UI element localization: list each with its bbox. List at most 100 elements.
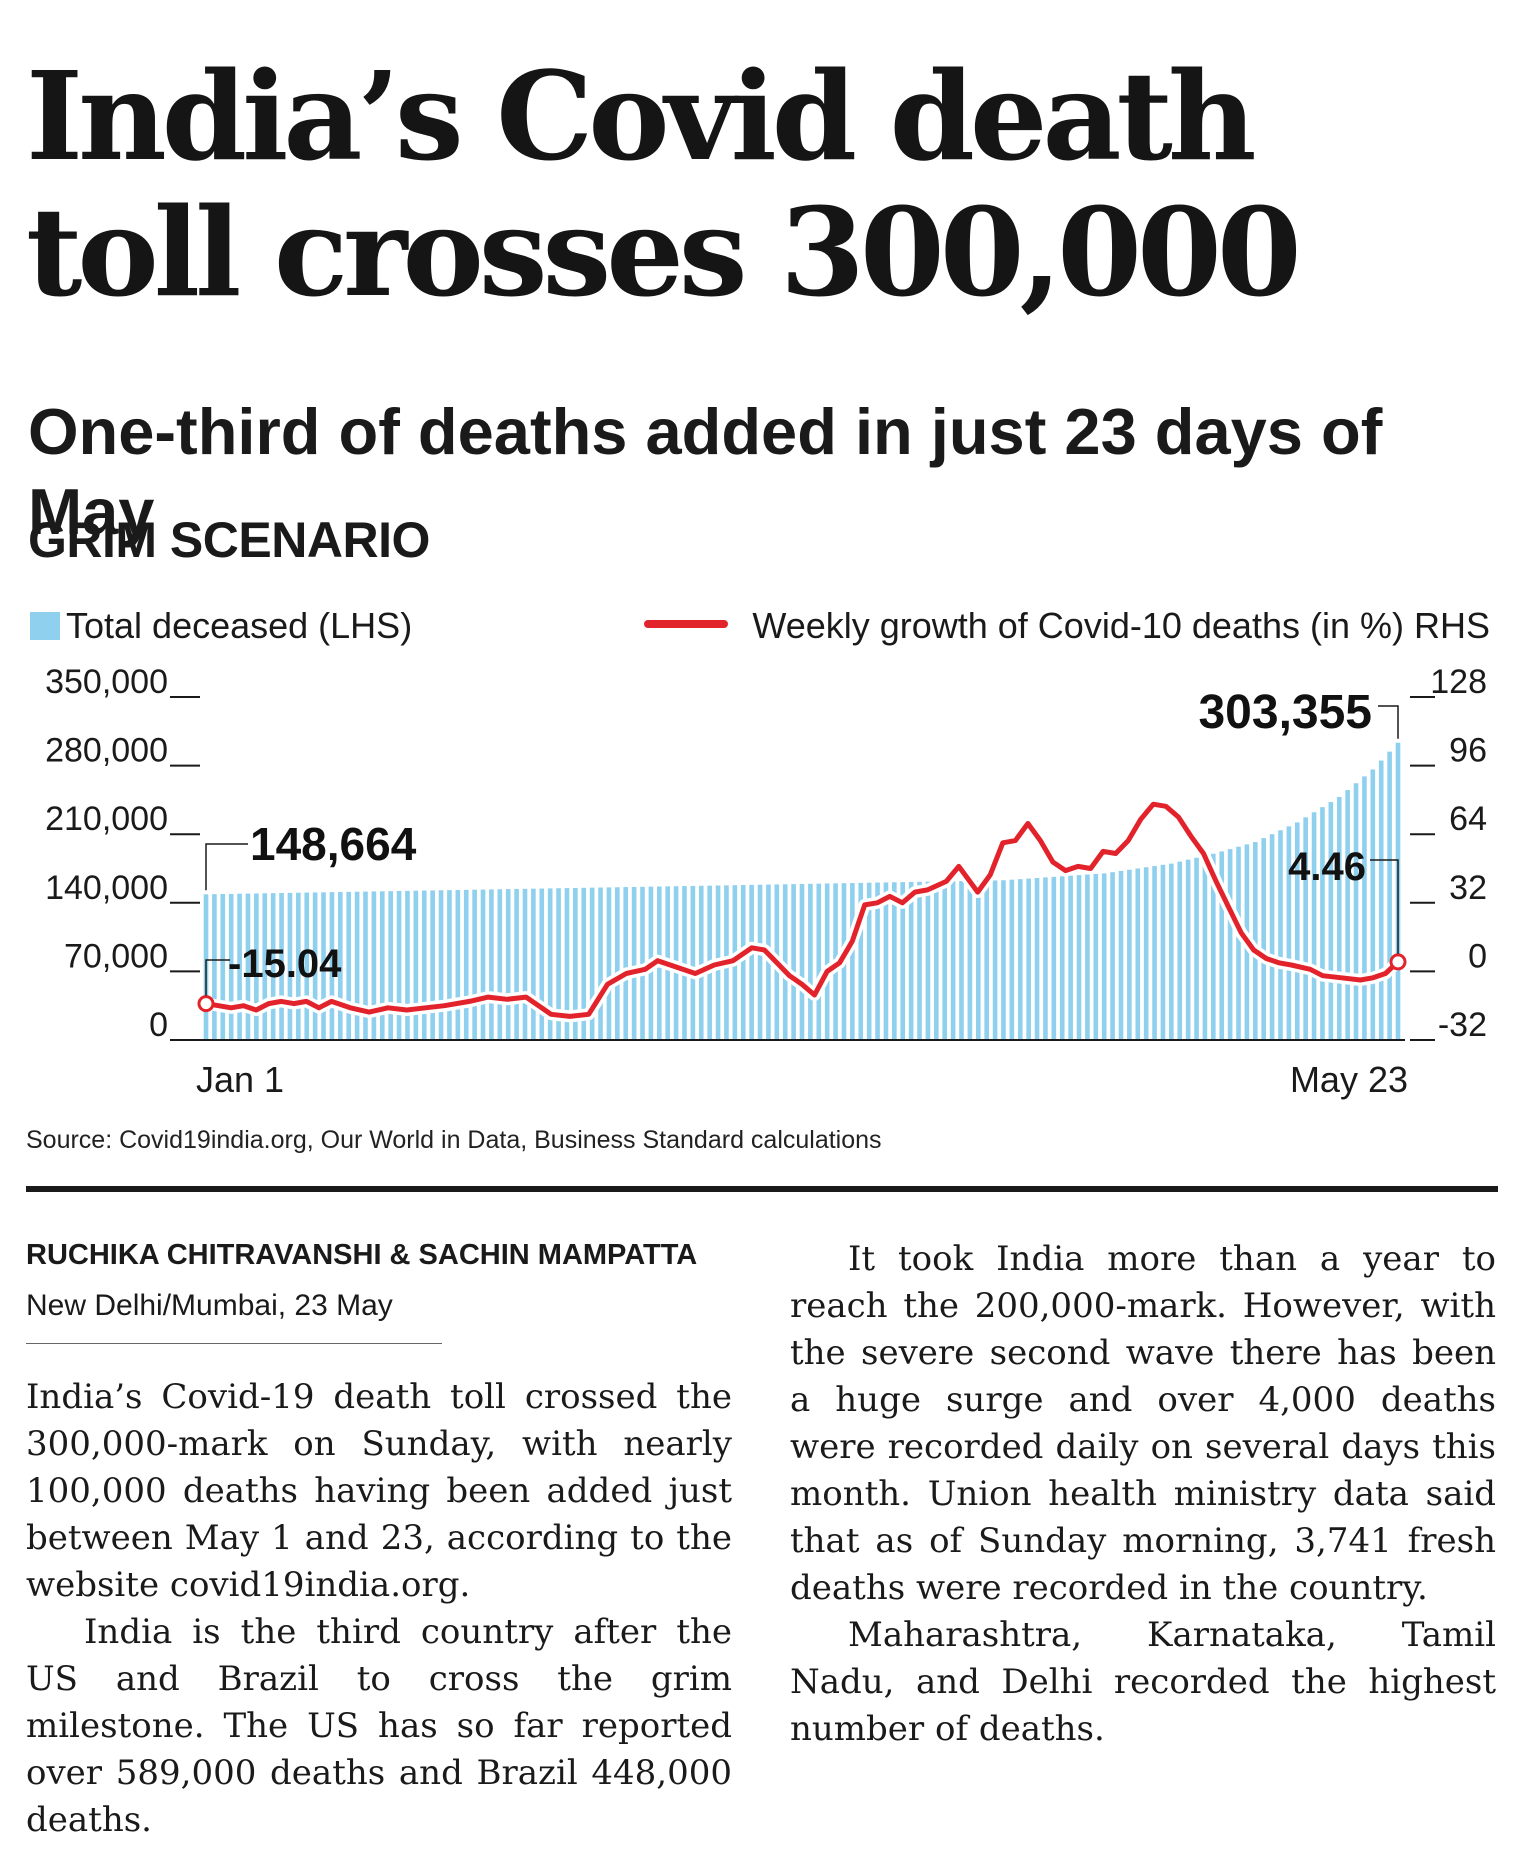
deceased-bar	[866, 882, 872, 1040]
deceased-bar	[908, 881, 914, 1040]
deceased-bar	[925, 881, 931, 1040]
deceased-bar	[1017, 879, 1023, 1040]
legend-bars-swatch	[30, 612, 60, 640]
byline-rule	[26, 1343, 442, 1344]
deceased-bar	[388, 891, 393, 1040]
deceased-bar	[950, 881, 956, 1040]
deceased-bar	[1101, 873, 1107, 1040]
annotation-leader	[1378, 705, 1399, 739]
deceased-bar	[564, 888, 570, 1040]
legend-line-label: Weekly growth of Covid-10 deaths (in %) …	[752, 605, 1490, 646]
right-axis-tick-label: 128	[1430, 663, 1487, 701]
deceased-bar	[967, 880, 973, 1040]
article-paragraph: Maharashtra, Karnataka, Tamil Nadu, and …	[790, 1615, 1496, 1749]
deceased-bar	[1219, 851, 1225, 1040]
deceased-bar	[346, 891, 352, 1040]
deceased-bar	[1236, 846, 1241, 1040]
deceased-bar	[1336, 796, 1342, 1040]
right-axis-tick-label: 64	[1449, 800, 1487, 838]
deceased-bar	[782, 884, 788, 1040]
deceased-bar	[497, 889, 503, 1040]
deceased-bar	[371, 891, 377, 1040]
deceased-bar	[942, 881, 948, 1040]
section-divider	[26, 1186, 1498, 1192]
subheadline: One-third of deaths added in just 23 day…	[28, 395, 1383, 548]
deceased-bar	[1185, 859, 1191, 1040]
article-paragraph: It took India more than a year to reach …	[790, 1239, 1496, 1608]
deceased-bar	[1143, 867, 1149, 1040]
deceased-bar	[1286, 826, 1292, 1040]
deceased-bar	[1051, 876, 1057, 1040]
deceased-bar	[598, 887, 603, 1040]
deceased-bar	[505, 889, 511, 1040]
deceased-bar	[1303, 817, 1308, 1040]
deceased-bar	[1009, 879, 1015, 1040]
deceased-bar	[1211, 853, 1216, 1040]
left-axis-tick-label: 210,000	[45, 800, 168, 838]
annotation-leader	[205, 959, 230, 996]
growth-end-marker	[1389, 953, 1407, 971]
deceased-bar	[270, 893, 276, 1040]
deceased-bar	[799, 883, 805, 1040]
deceased-bar	[900, 882, 906, 1040]
deceased-bar	[438, 890, 444, 1040]
grim-scenario-chart: Total deceased (LHS) Weekly growth of Co…	[30, 605, 1490, 1100]
deceased-bar	[1135, 868, 1141, 1040]
deceased-bar	[287, 892, 293, 1040]
chart-legend: Total deceased (LHS) Weekly growth of Co…	[30, 605, 1490, 646]
annotation-end-total: 303,355	[1198, 686, 1372, 739]
deceased-bar	[1118, 870, 1124, 1040]
deceased-bar	[959, 881, 964, 1040]
deceased-bar	[757, 884, 763, 1040]
deceased-bar	[816, 883, 822, 1040]
chart-title: GRIM SCENARIO	[28, 512, 430, 568]
left-axis-tick-label: 350,000	[45, 663, 168, 701]
article-column-right: It took India more than a year to reach …	[790, 1236, 1496, 1753]
deceased-bar	[1110, 872, 1115, 1040]
deceased-bar	[1378, 760, 1384, 1040]
deceased-bar	[749, 884, 754, 1040]
deceased-bar	[791, 884, 796, 1040]
deceased-bar	[531, 888, 536, 1040]
deceased-bar	[934, 881, 939, 1040]
deceased-bar	[430, 890, 435, 1040]
x-label-start: Jan 1	[196, 1059, 284, 1100]
dateline: New Delhi/Mumbai, 23 May	[26, 1289, 393, 1322]
deceased-bar	[875, 882, 880, 1040]
deceased-bar	[1127, 869, 1132, 1040]
article-paragraph: India’s Covid-19 death toll crossed the …	[26, 1377, 732, 1605]
deceased-bar	[1085, 874, 1090, 1040]
deceased-bar	[589, 887, 595, 1040]
deceased-bar	[1370, 769, 1376, 1040]
deceased-bar	[514, 888, 519, 1040]
deceased-bar	[1068, 875, 1073, 1040]
deceased-bar	[405, 890, 410, 1040]
deceased-bar	[975, 880, 981, 1040]
deceased-bar	[296, 892, 301, 1040]
deceased-bar	[212, 894, 217, 1040]
deceased-bar	[808, 883, 813, 1040]
deceased-bar	[992, 880, 998, 1040]
deceased-bar	[447, 890, 452, 1040]
right-axis: -32 0 32 64 96 128	[1410, 663, 1487, 1044]
deceased-bar	[304, 892, 310, 1040]
deceased-bar	[892, 882, 897, 1040]
deceased-bar	[1261, 838, 1266, 1040]
deceased-bar	[615, 887, 620, 1040]
right-axis-tick-label: -32	[1438, 1006, 1487, 1044]
deceased-bar	[228, 893, 234, 1040]
weekly-growth-line	[203, 801, 1401, 1019]
deceased-bar	[1194, 857, 1199, 1040]
deceased-bar	[312, 892, 318, 1040]
deceased-bar	[1169, 863, 1174, 1040]
growth-start-marker	[197, 995, 215, 1013]
deceased-bar	[824, 883, 830, 1040]
deceased-bar	[321, 892, 326, 1040]
deceased-bar	[1152, 866, 1157, 1040]
deceased-bar	[338, 892, 343, 1040]
chart-annotations: 148,664 -15.04 303,355 4.46	[205, 686, 1399, 996]
deceased-bar	[740, 885, 746, 1040]
deceased-bar	[396, 890, 402, 1040]
deceased-bar	[480, 889, 486, 1040]
annotation-end-growth: 4.46	[1288, 845, 1366, 889]
